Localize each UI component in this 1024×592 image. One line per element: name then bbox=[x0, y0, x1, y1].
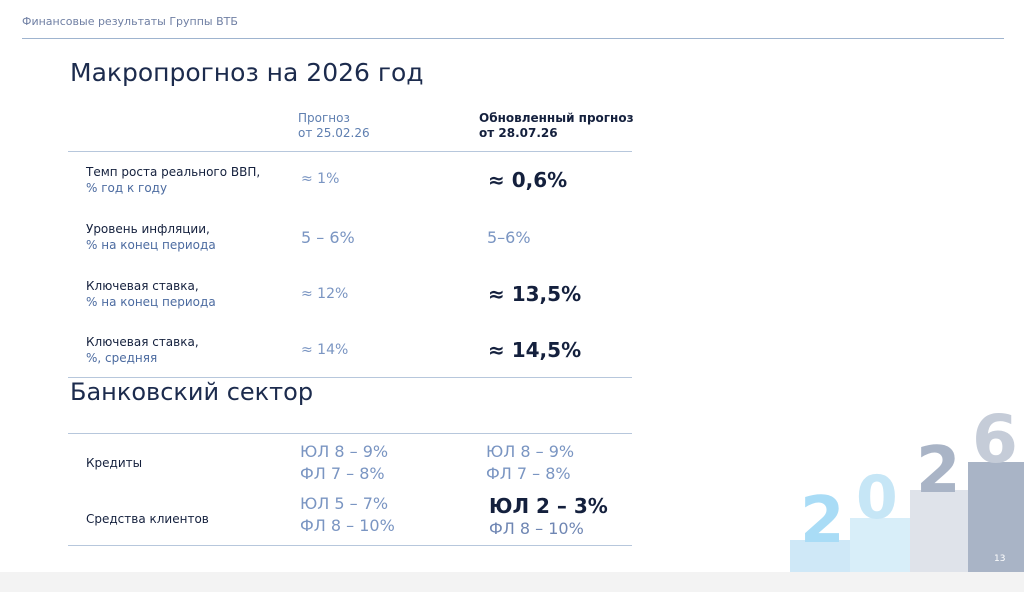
table-top-divider bbox=[68, 151, 632, 152]
row-label-key-rate-avg-main: Ключевая ставка, bbox=[86, 335, 199, 349]
row-label-key-rate-end-main: Ключевая ставка, bbox=[86, 279, 199, 293]
column-header-updated-line2: от 28.07.26 bbox=[479, 126, 558, 140]
slide: Финансовые результаты Группы ВТБ Макропр… bbox=[0, 0, 1024, 572]
row-label-inflation-main: Уровень инфляции, bbox=[86, 222, 210, 236]
gdp-previous-value: ≈ 1% bbox=[301, 171, 340, 187]
loans-updated-corporate: ЮЛ 8 – 9% bbox=[486, 442, 575, 461]
key-rate-avg-updated-value: ≈ 14,5% bbox=[488, 338, 582, 362]
slide-title: Макропрогноз на 2026 год bbox=[70, 58, 424, 87]
client-funds-previous-retail: ФЛ 8 – 10% bbox=[300, 516, 395, 535]
row-label-gdp: Темп роста реального ВВП, % год к году bbox=[86, 164, 260, 196]
digit-0: 0 bbox=[856, 463, 898, 533]
column-header-previous-line1: Прогноз bbox=[298, 111, 350, 125]
podium-step-4 bbox=[968, 462, 1024, 572]
column-header-previous-line2: от 25.02.26 bbox=[298, 126, 370, 140]
row-label-key-rate-end: Ключевая ставка, % на конец периода bbox=[86, 278, 216, 310]
loans-updated-values: ЮЛ 8 – 9% ФЛ 7 – 8% bbox=[486, 441, 574, 485]
podium-step-1 bbox=[790, 540, 856, 572]
year-2026-podium-graphic: 2 0 2 6 bbox=[790, 401, 1024, 572]
row-label-client-funds: Средства клиентов bbox=[86, 512, 209, 526]
key-rate-avg-previous-value: ≈ 14% bbox=[301, 342, 349, 358]
digit-6: 6 bbox=[972, 401, 1018, 478]
column-header-previous-forecast: Прогноз от 25.02.26 bbox=[298, 111, 370, 141]
client-funds-updated-retail: ФЛ 8 – 10% bbox=[489, 519, 584, 538]
column-header-updated-line1: Обновленный прогноз bbox=[479, 111, 634, 125]
row-label-key-rate-end-unit: % на конец периода bbox=[86, 295, 216, 309]
bank-section-title: Банковский сектор bbox=[70, 378, 314, 406]
key-rate-end-previous-value: ≈ 12% bbox=[301, 286, 349, 302]
digit-2-first: 2 bbox=[800, 484, 845, 558]
client-funds-updated-values: ЮЛ 2 – 3% ФЛ 8 – 10% bbox=[489, 494, 608, 540]
macro-table-bottom-divider bbox=[68, 377, 632, 378]
client-funds-previous-corporate: ЮЛ 5 – 7% bbox=[300, 494, 389, 513]
bank-table-bottom-divider bbox=[68, 545, 632, 546]
row-label-inflation: Уровень инфляции, % на конец периода bbox=[86, 221, 216, 253]
loans-previous-corporate: ЮЛ 8 – 9% bbox=[300, 442, 389, 461]
loans-updated-retail: ФЛ 7 – 8% bbox=[486, 464, 571, 483]
key-rate-end-updated-value: ≈ 13,5% bbox=[488, 282, 582, 306]
inflation-updated-value: 5–6% bbox=[487, 228, 531, 247]
inflation-previous-value: 5 – 6% bbox=[301, 228, 355, 247]
podium-step-3 bbox=[910, 490, 972, 572]
bank-table-top-divider bbox=[68, 433, 632, 434]
digit-2-second: 2 bbox=[916, 434, 961, 508]
header-divider bbox=[22, 38, 1004, 39]
row-label-inflation-unit: % на конец периода bbox=[86, 238, 216, 252]
podium-step-2 bbox=[850, 518, 912, 572]
column-header-updated-forecast: Обновленный прогноз от 28.07.26 bbox=[479, 111, 634, 141]
row-label-key-rate-avg: Ключевая ставка, %, средняя bbox=[86, 334, 199, 366]
row-label-gdp-main: Темп роста реального ВВП, bbox=[86, 165, 261, 179]
gdp-updated-value: ≈ 0,6% bbox=[488, 168, 568, 192]
row-label-gdp-unit: % год к году bbox=[86, 181, 168, 195]
row-label-key-rate-avg-unit: %, средняя bbox=[86, 351, 158, 365]
loans-previous-values: ЮЛ 8 – 9% ФЛ 7 – 8% bbox=[300, 441, 388, 485]
client-funds-updated-corporate: ЮЛ 2 – 3% bbox=[489, 494, 608, 518]
page-number: 13 bbox=[994, 554, 1006, 564]
slide-header: Финансовые результаты Группы ВТБ bbox=[22, 15, 238, 28]
loans-previous-retail: ФЛ 7 – 8% bbox=[300, 464, 385, 483]
client-funds-previous-values: ЮЛ 5 – 7% ФЛ 8 – 10% bbox=[300, 493, 395, 537]
row-label-loans: Кредиты bbox=[86, 456, 143, 470]
